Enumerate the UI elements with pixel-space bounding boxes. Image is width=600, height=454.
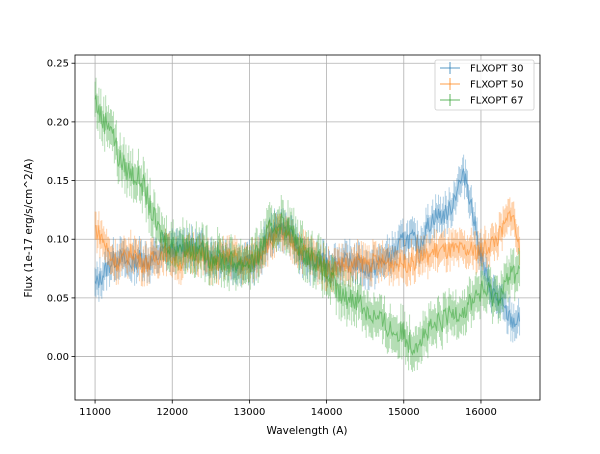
x-tick-label: 14000 (311, 407, 343, 418)
grid (75, 55, 540, 400)
ticks: 11000 12000 13000 14000 15000 16000 0.00 0.05 0.… (47, 59, 497, 418)
y-tick-label: 0.10 (47, 235, 69, 246)
x-tick-label: 15000 (388, 407, 420, 418)
x-tick-label: 16000 (465, 407, 497, 418)
legend-label: FLXOPT 67 (470, 96, 523, 107)
y-tick-label: 0.25 (47, 59, 69, 70)
series-line (94, 95, 520, 356)
y-axis-label: Flux (1e-17 erg/s/cm^2/A) (23, 159, 35, 298)
x-tick-label: 12000 (156, 407, 188, 418)
series-group (94, 77, 521, 372)
y-tick-label: 0.20 (47, 117, 69, 128)
axes-frame (74, 54, 541, 401)
x-axis-label: Wavelength (A) (266, 425, 347, 437)
legend-label: FLXOPT 50 (470, 80, 523, 91)
series-line (94, 209, 520, 279)
legend-box (434, 59, 535, 111)
y-tick-label: 0.05 (47, 293, 69, 304)
legend-label: FLXOPT 30 (470, 64, 523, 75)
series-flxopt-67 (94, 77, 521, 372)
y-tick-label: 0.15 (47, 176, 69, 187)
y-tick-label: 0.00 (47, 352, 69, 363)
legend: FLXOPT 30 FLXOPT 50 FLXOPT 67 (434, 59, 535, 111)
x-tick-label: 13000 (234, 407, 266, 418)
x-tick-label: 11000 (79, 407, 111, 418)
